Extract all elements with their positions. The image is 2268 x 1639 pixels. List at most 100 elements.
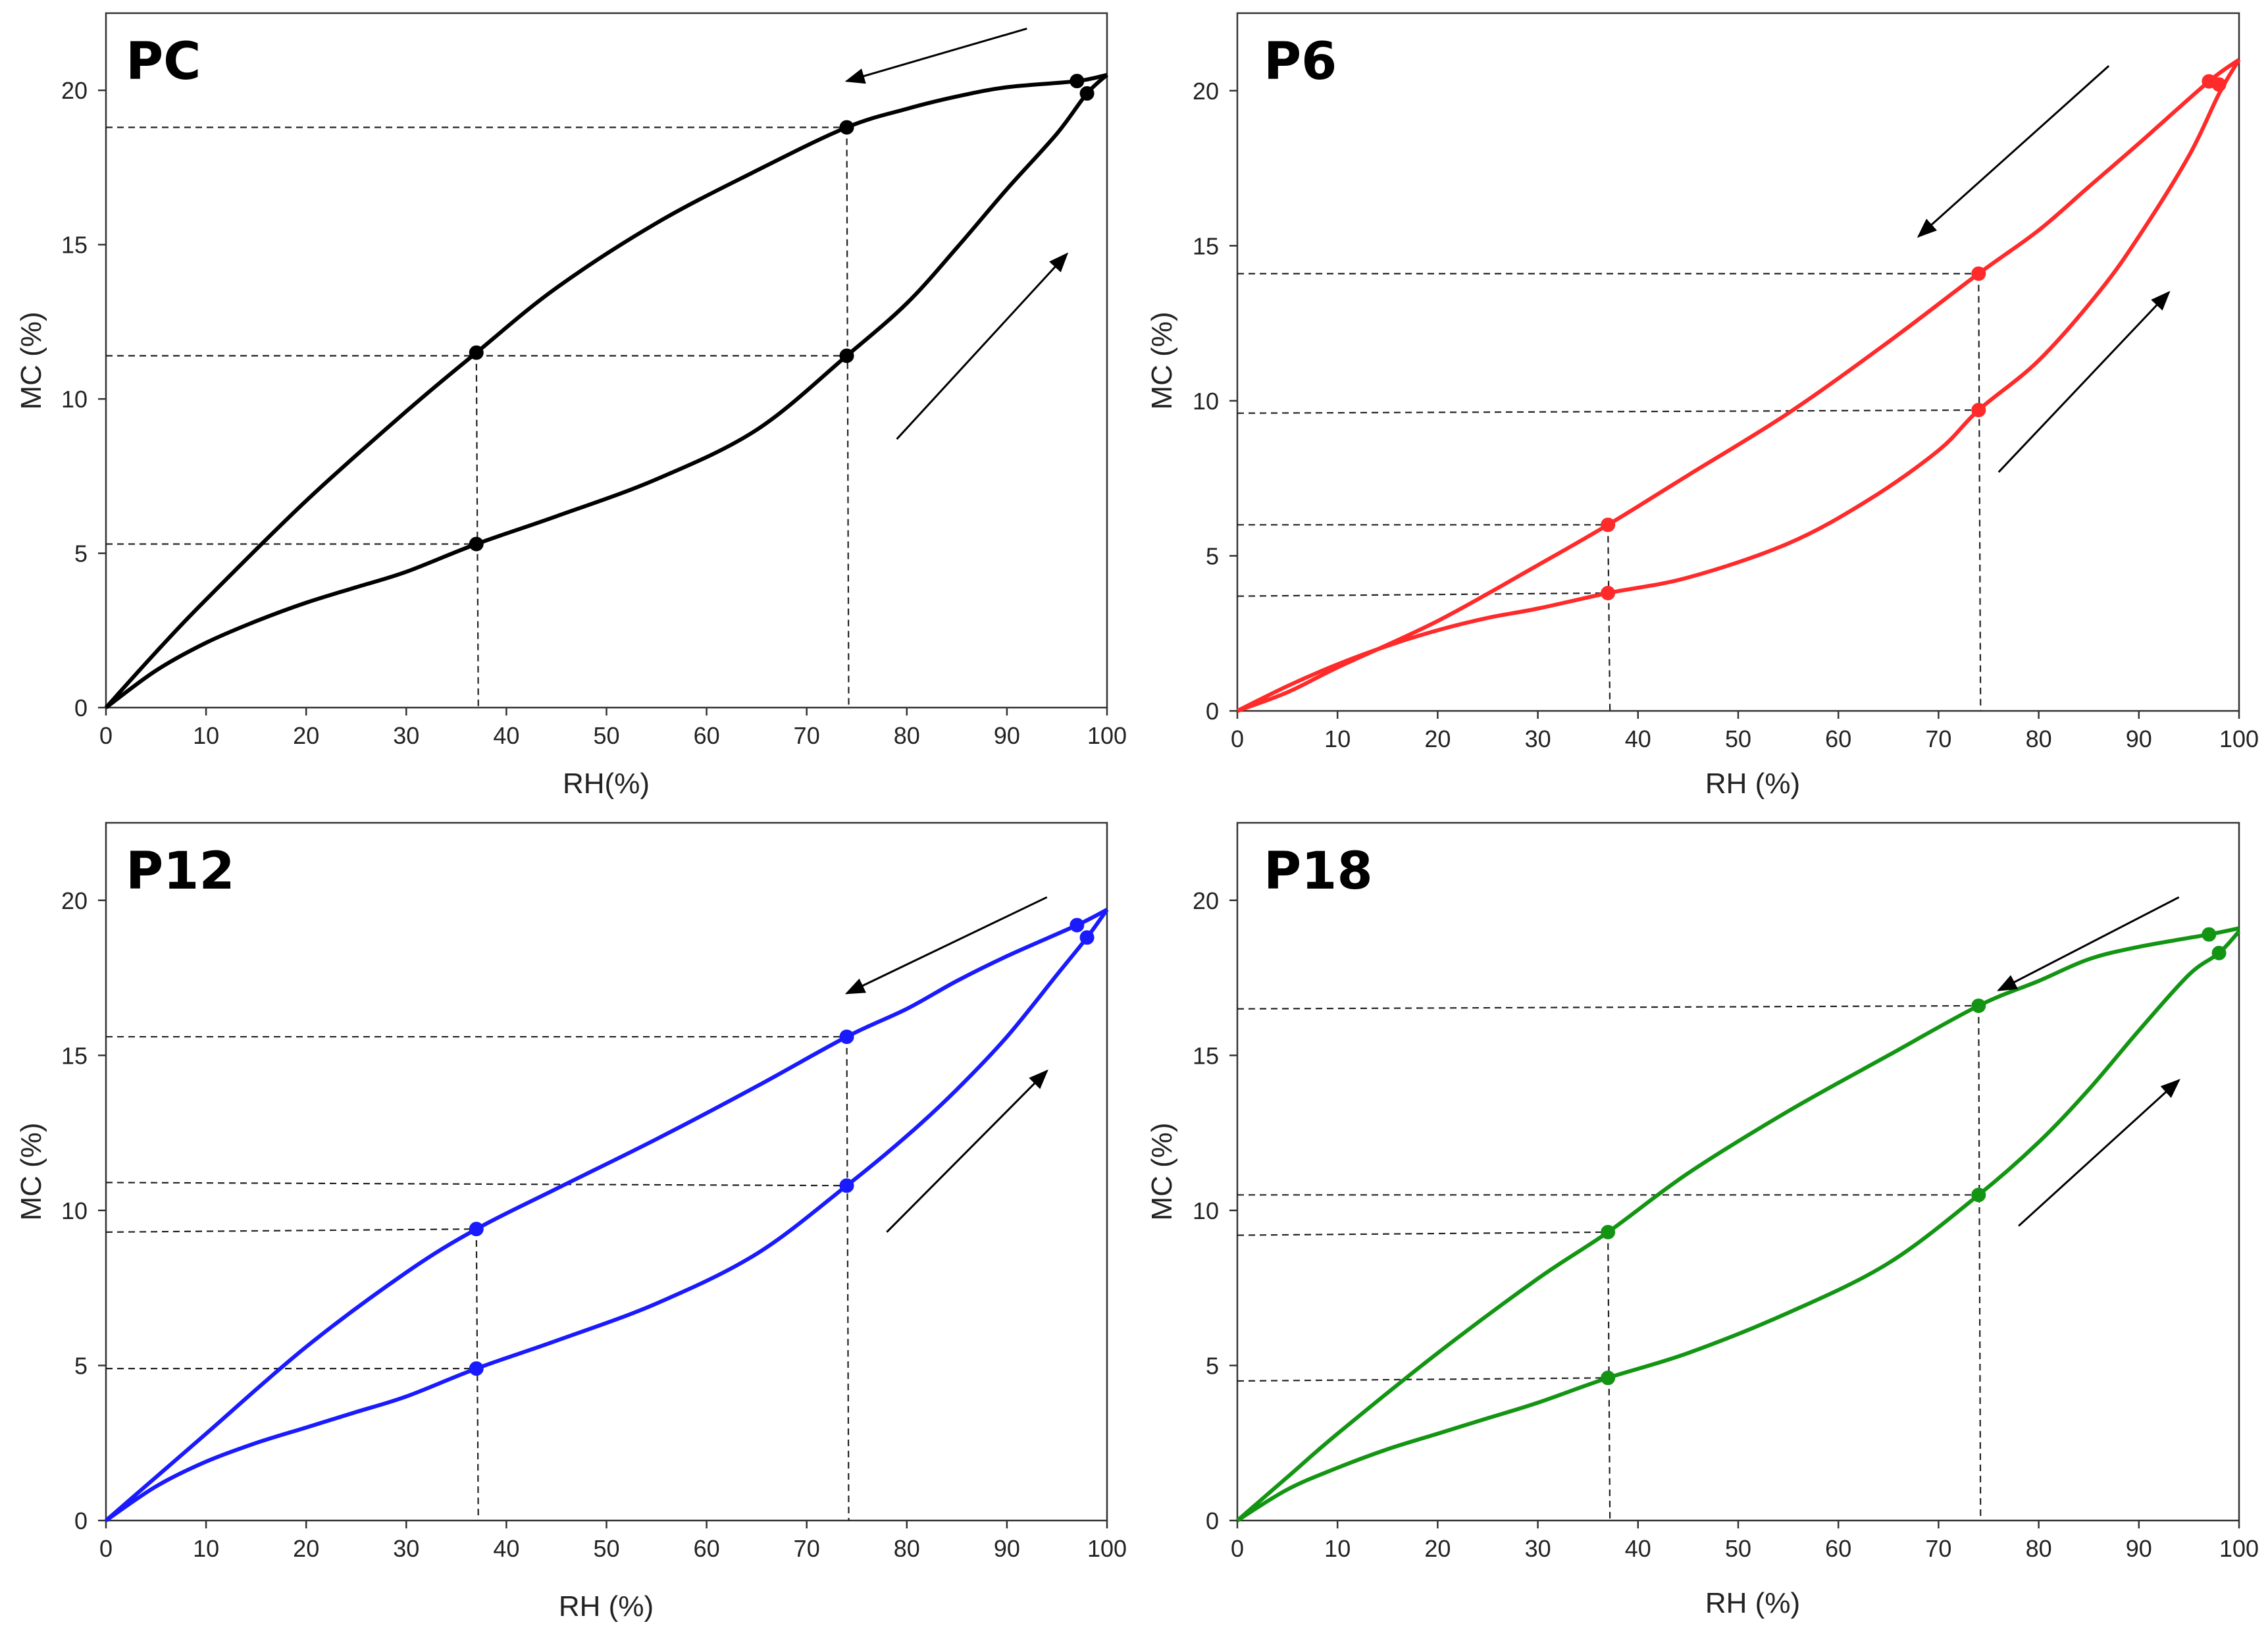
- data-point-marker: [1070, 918, 1085, 933]
- series-desorption-line: [105, 908, 1108, 1522]
- x-tick-label: 60: [694, 722, 720, 749]
- x-tick-label: 10: [193, 722, 219, 749]
- dashed-vertical-line: [1607, 525, 1611, 712]
- y-tick-label: 20: [61, 77, 88, 104]
- x-tick-label: 80: [894, 1535, 920, 1562]
- direction-arrow: [886, 1069, 1048, 1233]
- data-point-marker: [839, 1029, 854, 1045]
- y-tick-label: 20: [1193, 78, 1219, 105]
- x-tick-label: 80: [2026, 725, 2052, 752]
- x-tick-label: 40: [1625, 1535, 1651, 1562]
- y-tick-label: 20: [61, 887, 88, 914]
- data-point-marker: [1070, 74, 1085, 89]
- x-tick-label: 70: [794, 722, 820, 749]
- panel-title: P6: [1264, 32, 1337, 91]
- x-tick-label: 0: [99, 722, 113, 749]
- x-tick-label: 40: [493, 1535, 519, 1562]
- data-point-marker: [469, 1222, 484, 1237]
- dashed-reference-line: [1237, 1231, 1609, 1236]
- x-tick-label: 100: [2219, 1535, 2259, 1562]
- direction-arrow: [896, 252, 1069, 440]
- y-tick-label: 0: [1206, 1507, 1219, 1534]
- y-tick-label: 10: [1193, 388, 1219, 415]
- dashed-vertical-line: [1607, 1232, 1611, 1521]
- plot-frame: [105, 821, 1108, 1522]
- x-tick-label: 50: [593, 1535, 619, 1562]
- data-point-marker: [1971, 998, 1986, 1013]
- y-tick-label: 5: [1206, 542, 1219, 569]
- x-tick-label: 30: [1525, 725, 1551, 752]
- x-axis-label: RH (%): [559, 1590, 654, 1623]
- x-tick-label: 90: [2126, 1535, 2152, 1562]
- y-tick-label: 10: [61, 386, 88, 413]
- series-desorption-line: [1236, 58, 2240, 713]
- x-tick-label: 50: [593, 722, 619, 749]
- chart-panel-p6: 0 10 20 30 40 50 60 70 80 90 100 0 5 10 15 20 RH (%) MC (…: [1146, 12, 2259, 800]
- series-desorption-line: [104, 72, 1108, 710]
- y-tick-label: 15: [61, 232, 88, 259]
- data-point-marker: [1079, 86, 1095, 101]
- y-axis-label: MC (%): [15, 311, 47, 409]
- plot-frame: [105, 12, 1108, 709]
- y-tick-label: 5: [74, 1352, 88, 1379]
- data-point-marker: [469, 345, 484, 360]
- direction-arrow: [2018, 1079, 2180, 1227]
- data-point-marker: [469, 536, 484, 552]
- x-tick-label: 60: [1825, 1535, 1851, 1562]
- x-tick-label: 70: [1925, 725, 1951, 752]
- x-tick-label: 90: [994, 722, 1020, 749]
- series-adsorption-line: [1236, 929, 2241, 1522]
- data-point-marker: [839, 348, 854, 363]
- y-tick-label: 5: [1206, 1352, 1219, 1379]
- x-axis-label: RH(%): [563, 767, 650, 800]
- y-tick-label: 15: [1193, 232, 1219, 259]
- dashed-reference-line: [105, 1182, 847, 1187]
- x-tick-label: 40: [493, 722, 519, 749]
- dashed-vertical-line: [846, 1037, 850, 1521]
- chart-panel-p12: 0 10 20 30 40 50 60 70 80 90 100 0 5 10 15 20 RH (%) MC (…: [15, 821, 1127, 1623]
- x-tick-label: 10: [1324, 1535, 1351, 1562]
- y-tick-label: 5: [74, 540, 88, 567]
- y-tick-label: 15: [1193, 1042, 1219, 1069]
- dashed-reference-line: [1237, 592, 1609, 597]
- x-tick-label: 90: [994, 1535, 1020, 1562]
- x-tick-label: 70: [794, 1535, 820, 1562]
- direction-arrow: [1917, 65, 2110, 238]
- panel-title: PC: [126, 32, 201, 91]
- x-axis-label: RH (%): [1705, 767, 1800, 800]
- x-tick-label: 40: [1625, 725, 1651, 752]
- x-tick-label: 30: [1525, 1535, 1551, 1562]
- x-tick-label: 20: [1424, 1535, 1451, 1562]
- x-tick-label: 30: [393, 1535, 419, 1562]
- x-tick-label: 30: [393, 722, 419, 749]
- series-adsorption-line: [105, 908, 1109, 1522]
- x-tick-label: 0: [1231, 725, 1244, 752]
- data-point-marker: [2202, 74, 2217, 89]
- x-tick-label: 20: [1424, 725, 1451, 752]
- y-tick-label: 0: [74, 694, 88, 721]
- data-point-marker: [1971, 403, 1986, 418]
- direction-arrow: [1997, 896, 2180, 991]
- series-desorption-line: [1236, 926, 2240, 1522]
- data-point-marker: [2202, 927, 2217, 942]
- x-tick-label: 50: [1725, 1535, 1751, 1562]
- x-tick-label: 90: [2126, 725, 2152, 752]
- dashed-reference-line: [1237, 409, 1979, 414]
- y-tick-label: 10: [61, 1197, 88, 1224]
- data-point-marker: [2211, 945, 2227, 960]
- x-tick-label: 70: [1925, 1535, 1951, 1562]
- dashed-vertical-line: [846, 127, 850, 708]
- chart-panel-pc: 0 10 20 30 40 50 60 70 80 90 100 0 5 10 15 20 RH(%) MC (%…: [15, 12, 1127, 800]
- x-tick-label: 100: [1087, 722, 1127, 749]
- x-tick-label: 20: [293, 722, 319, 749]
- x-tick-label: 10: [1324, 725, 1351, 752]
- y-tick-label: 20: [1193, 887, 1219, 914]
- data-point-marker: [1601, 1370, 1616, 1386]
- dashed-reference-line: [1237, 1377, 1609, 1382]
- panel-title: P18: [1264, 842, 1373, 901]
- y-axis-label: MC (%): [1146, 1122, 1178, 1220]
- dashed-vertical-line: [1978, 1005, 1982, 1521]
- y-tick-label: 10: [1193, 1197, 1219, 1224]
- dashed-reference-line: [1237, 1004, 1979, 1010]
